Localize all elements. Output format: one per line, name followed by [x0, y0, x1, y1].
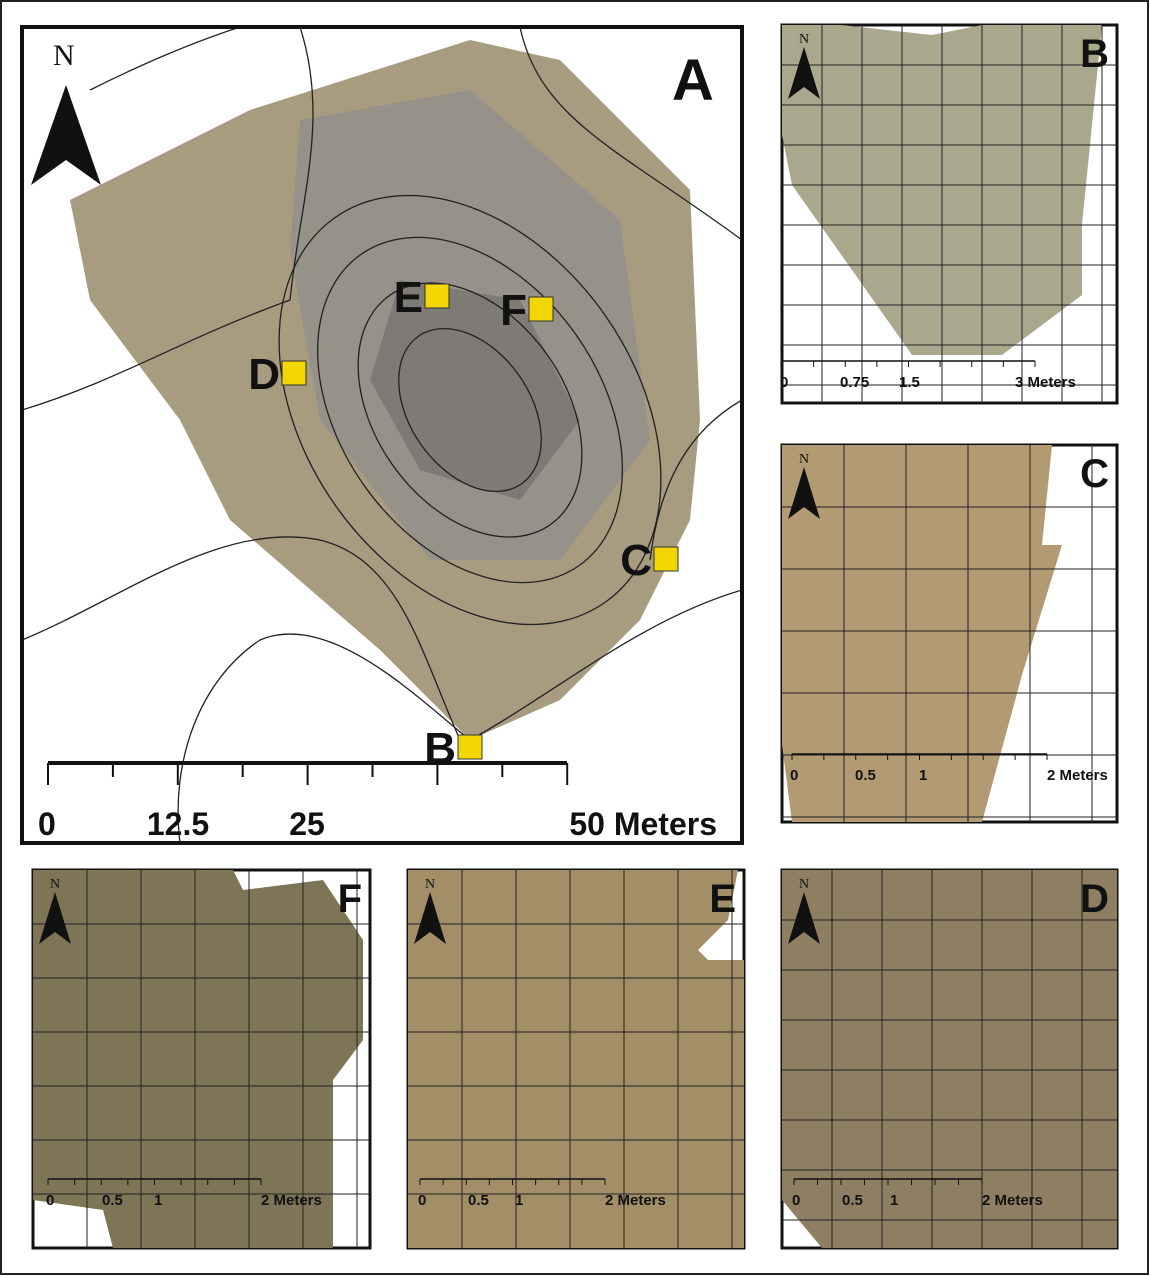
scale-label: 1.5 — [899, 374, 920, 391]
scale-label: 1 — [919, 767, 927, 784]
scale-label: 25 — [289, 806, 325, 842]
scale-label: 2 Meters — [1047, 767, 1108, 784]
panel-letter: B — [1080, 32, 1109, 76]
scale-label: 2 Meters — [982, 1192, 1043, 1209]
scale-label: 0.5 — [842, 1192, 863, 1209]
scale-label: 12.5 — [147, 806, 209, 842]
panel-letter: C — [1080, 452, 1109, 496]
figure: A N D E F C B 0 12.5 25 50 Meters B N 0 0.75 1.5 3 Meter… — [0, 0, 1150, 1276]
scale-label: 50 Meters — [569, 806, 717, 842]
scale-label: 0 — [46, 1192, 54, 1209]
panel: F N 0 0.5 1 2 Meters — [33, 870, 370, 1248]
scale-label: 2 Meters — [605, 1192, 666, 1209]
panel-letter: D — [1080, 877, 1109, 921]
panel-letter: F — [338, 877, 362, 921]
site-label: F — [500, 286, 527, 335]
panel: C N 0 0.5 1 2 Meters — [782, 445, 1117, 822]
scale-label: 0.5 — [102, 1192, 123, 1209]
site-marker — [654, 547, 678, 571]
north-label: N — [53, 39, 75, 72]
scale-label: 1 — [515, 1192, 523, 1209]
panel-letter: A — [672, 48, 714, 113]
scale-label: 0 — [418, 1192, 426, 1209]
scale-label: 0.5 — [855, 767, 876, 784]
site-marker — [529, 297, 553, 321]
scale-label: 0.75 — [840, 374, 869, 391]
scale-label: 0 — [790, 767, 798, 784]
site-marker — [425, 284, 449, 308]
mosaic — [408, 870, 744, 1248]
site-label: B — [424, 724, 456, 773]
site-label: D — [248, 350, 280, 399]
north-label: N — [425, 877, 435, 892]
site-label: C — [620, 536, 652, 585]
panel: B N 0 0.75 1.5 3 Meters — [780, 25, 1117, 403]
north-label: N — [799, 32, 809, 47]
north-label: N — [799, 877, 809, 892]
scale-label: 0 — [792, 1192, 800, 1209]
panel: D N 0 0.5 1 2 Meters — [782, 870, 1117, 1248]
panel-a — [22, 27, 742, 843]
scale-label: 1 — [890, 1192, 898, 1209]
scale-label: 1 — [154, 1192, 162, 1209]
scale-label: 0.5 — [468, 1192, 489, 1209]
scale-label: 2 Meters — [261, 1192, 322, 1209]
site-marker — [458, 735, 482, 759]
north-label: N — [799, 452, 809, 467]
scale-label: 0 — [38, 806, 56, 842]
north-label: N — [50, 877, 60, 892]
site-label: E — [394, 273, 423, 322]
panel-letter: E — [709, 877, 736, 921]
scale-label: 3 Meters — [1015, 374, 1076, 391]
site-marker — [282, 361, 306, 385]
panel: E N 0 0.5 1 2 Meters — [408, 870, 744, 1248]
scale-label: 0 — [780, 374, 788, 391]
